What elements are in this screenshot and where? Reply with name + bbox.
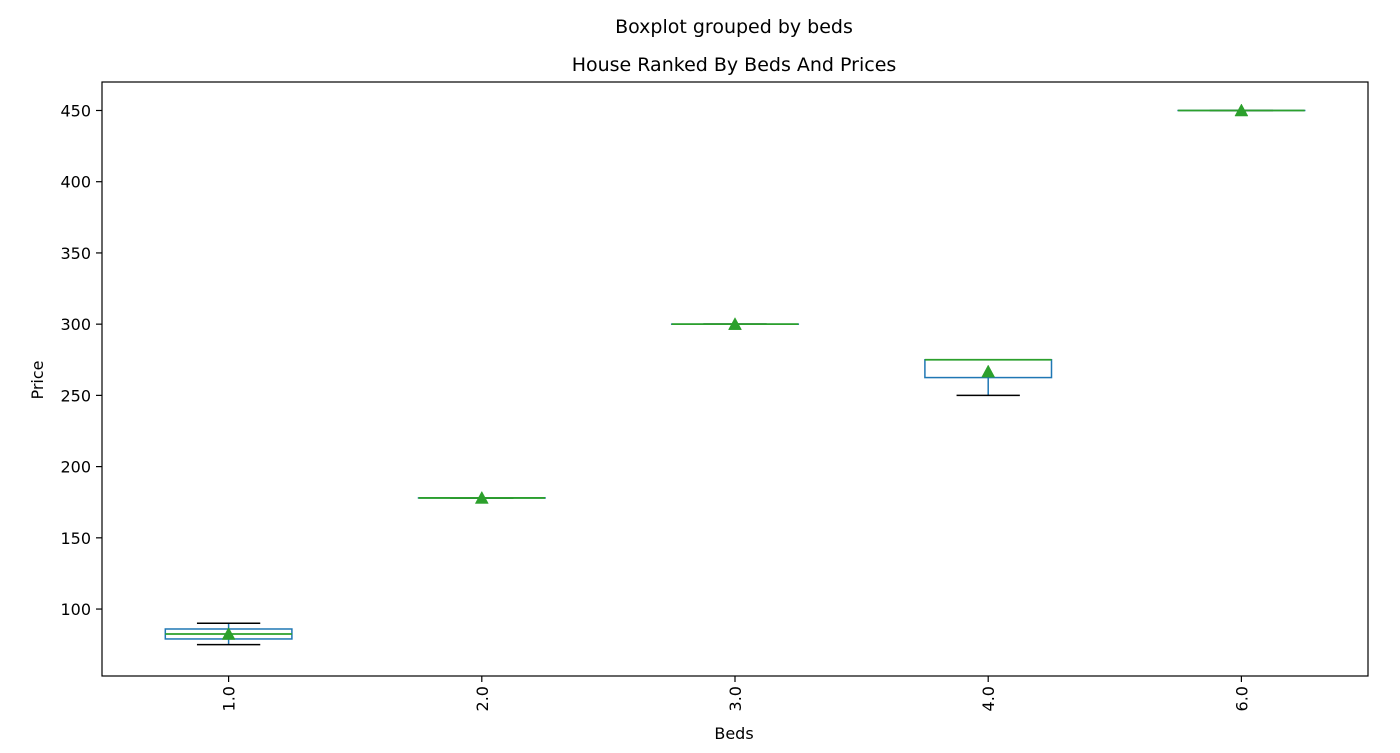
x-tick-label: 3.0 bbox=[726, 686, 745, 711]
y-tick-label: 200 bbox=[60, 458, 91, 477]
y-tick-label: 350 bbox=[60, 244, 91, 263]
plot-area bbox=[102, 82, 1368, 676]
x-axis: 1.0 2.0 3.0 4.0 6.0 bbox=[220, 676, 1252, 711]
y-tick-label: 400 bbox=[60, 173, 91, 192]
x-tick-label: 6.0 bbox=[1232, 686, 1251, 711]
x-axis-label: Beds bbox=[714, 724, 753, 743]
x-tick-label: 2.0 bbox=[473, 686, 492, 711]
y-tick-label: 250 bbox=[60, 386, 91, 405]
y-tick-label: 450 bbox=[60, 101, 91, 120]
chart-title: House Ranked By Beds And Prices bbox=[572, 54, 897, 76]
y-axis-label: Price bbox=[28, 360, 47, 399]
chart-suptitle: Boxplot grouped by beds bbox=[615, 16, 853, 38]
y-axis: 100 150 200 250 300 350 400 450 bbox=[60, 101, 102, 619]
y-tick-label: 100 bbox=[60, 600, 91, 619]
y-tick-label: 150 bbox=[60, 529, 91, 548]
y-tick-label: 300 bbox=[60, 315, 91, 334]
x-tick-label: 4.0 bbox=[979, 686, 998, 711]
x-tick-label: 1.0 bbox=[220, 686, 239, 711]
